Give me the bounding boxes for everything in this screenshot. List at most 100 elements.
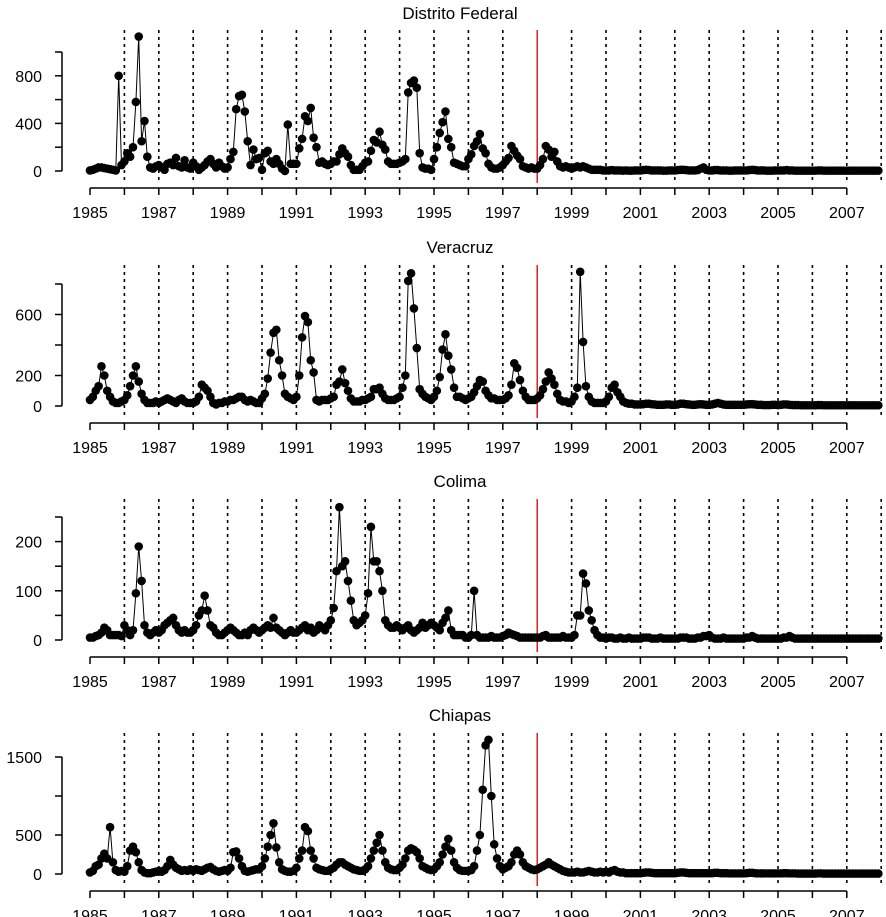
x-tick-label: 2005 — [760, 440, 796, 457]
data-point — [125, 381, 135, 391]
data-point — [263, 146, 273, 156]
data-point — [237, 90, 247, 100]
data-point — [231, 847, 241, 856]
data-point — [366, 854, 376, 863]
data-point — [226, 154, 235, 164]
data-point — [274, 858, 284, 867]
x-tick-label: 2003 — [691, 440, 727, 457]
x-tick-label: 2001 — [623, 674, 659, 691]
data-point — [122, 861, 132, 871]
panel-distrito-federal: Distrito Federal 0 400 800 1985 1987 1989 1991 1… — [15, 4, 883, 222]
data-point — [575, 267, 585, 277]
data-point — [398, 383, 407, 393]
data-point — [260, 389, 270, 399]
data-point — [240, 107, 250, 116]
x-tick-label: 1999 — [554, 205, 590, 222]
data-point — [134, 32, 144, 41]
data-point — [515, 154, 525, 164]
data-point — [584, 606, 594, 615]
data-point — [378, 586, 387, 596]
data-point — [610, 380, 619, 389]
data-point — [234, 854, 244, 863]
data-point — [294, 854, 304, 863]
x-tick-label: 1993 — [347, 440, 383, 457]
data-point — [435, 858, 445, 867]
data-point — [246, 160, 255, 170]
data-point — [140, 116, 149, 126]
data-point — [340, 556, 350, 566]
data-point — [449, 383, 459, 393]
data-point — [309, 854, 318, 863]
data-point — [550, 147, 559, 157]
data-point — [137, 136, 146, 146]
data-point — [372, 556, 381, 566]
data-point — [438, 117, 447, 127]
series-line — [89, 737, 879, 875]
data-point — [128, 625, 138, 635]
data-point — [435, 128, 445, 138]
data-point — [254, 153, 264, 163]
data-point — [504, 153, 513, 163]
panel-colima: Colima 0 100 200 1985 1987 1989 1991 1993 1995 199… — [15, 472, 883, 691]
data-point — [283, 120, 293, 129]
data-point — [306, 103, 316, 113]
data-point — [94, 381, 103, 391]
data-point — [337, 365, 347, 374]
data-point — [478, 785, 488, 795]
data-point — [114, 71, 123, 81]
data-point — [409, 76, 419, 85]
data-point — [269, 613, 278, 623]
data-point — [446, 365, 456, 374]
data-point — [128, 142, 138, 152]
x-tick-label: 2007 — [829, 908, 865, 917]
data-point — [380, 145, 390, 154]
data-point — [340, 378, 350, 388]
data-point — [472, 136, 482, 146]
data-point — [363, 157, 373, 166]
data-point — [469, 861, 479, 871]
data-point — [294, 371, 304, 380]
x-tick-label: 1987 — [141, 674, 177, 691]
data-point — [461, 161, 470, 171]
data-point — [363, 861, 373, 871]
data-point — [200, 591, 209, 601]
data-point — [249, 145, 258, 154]
data-point — [297, 333, 307, 342]
data-point — [266, 348, 275, 357]
x-tick-label: 1989 — [210, 205, 246, 222]
x-tick-label: 1997 — [485, 908, 521, 917]
data-point — [438, 850, 447, 859]
data-point — [409, 304, 419, 313]
data-point — [309, 368, 318, 377]
data-point — [472, 846, 482, 855]
data-point — [266, 830, 275, 840]
x-tick-label: 1995 — [416, 205, 452, 222]
data-point — [507, 858, 516, 867]
data-point — [97, 362, 106, 371]
data-point — [438, 345, 447, 354]
data-point — [874, 634, 883, 643]
data-point — [122, 391, 132, 400]
x-tick-label: 1987 — [141, 205, 177, 222]
y-tick-label: 1500 — [6, 750, 42, 767]
data-point — [372, 838, 381, 848]
data-point — [573, 383, 582, 393]
data-point — [134, 377, 144, 386]
data-point — [538, 154, 548, 164]
y-tick-label: 0 — [33, 164, 42, 181]
x-tick-label: 2001 — [623, 908, 659, 917]
data-point — [481, 148, 490, 158]
data-point — [550, 380, 559, 389]
data-point — [504, 391, 513, 400]
x-tick-label: 1985 — [72, 674, 108, 691]
data-point — [309, 133, 318, 142]
data-point — [269, 819, 278, 828]
data-point — [332, 566, 341, 576]
data-point — [335, 502, 344, 512]
data-point — [429, 154, 439, 164]
data-point — [292, 159, 301, 169]
data-point — [131, 847, 141, 857]
x-tick-label: 1991 — [279, 674, 315, 691]
data-point — [111, 166, 121, 175]
x-tick-label: 2003 — [691, 205, 727, 222]
